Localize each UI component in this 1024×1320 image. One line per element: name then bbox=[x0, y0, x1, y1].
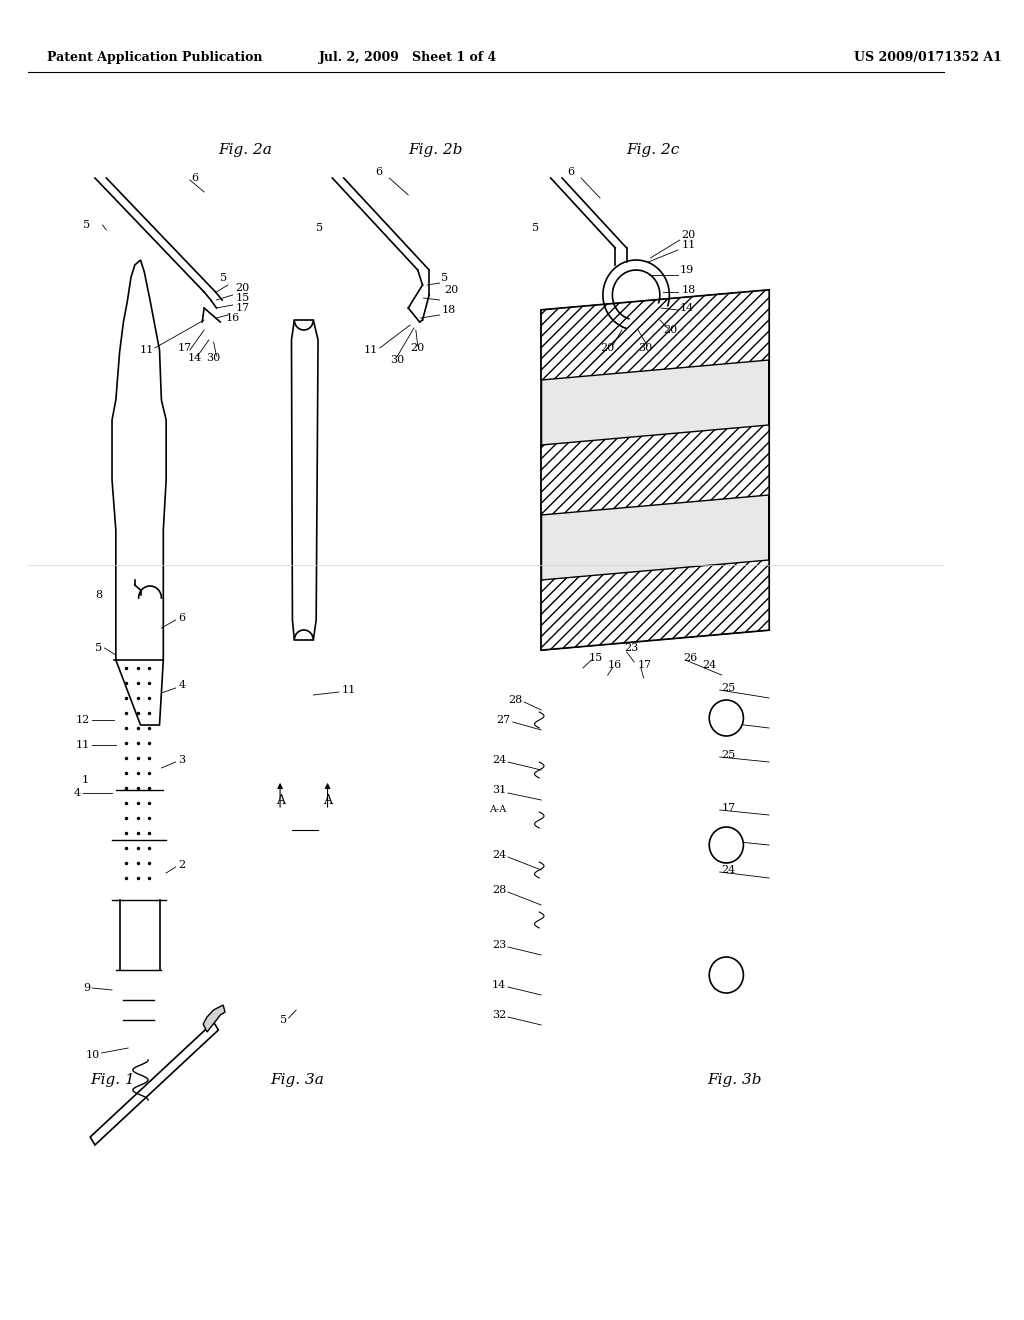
Text: 5: 5 bbox=[83, 220, 90, 230]
Text: 23: 23 bbox=[625, 643, 639, 653]
Text: Patent Application Publication: Patent Application Publication bbox=[47, 51, 263, 65]
Text: 11: 11 bbox=[682, 240, 696, 249]
Text: 32: 32 bbox=[492, 1010, 506, 1020]
Polygon shape bbox=[541, 560, 769, 649]
Circle shape bbox=[710, 700, 743, 737]
Circle shape bbox=[710, 957, 743, 993]
Text: 15: 15 bbox=[589, 653, 603, 663]
Text: A: A bbox=[323, 793, 332, 807]
Text: 24: 24 bbox=[702, 660, 717, 671]
Text: Jul. 2, 2009   Sheet 1 of 4: Jul. 2, 2009 Sheet 1 of 4 bbox=[319, 51, 498, 65]
Text: 17: 17 bbox=[638, 660, 652, 671]
Text: 14: 14 bbox=[492, 979, 506, 990]
Text: 25: 25 bbox=[722, 682, 736, 693]
Text: 16: 16 bbox=[226, 313, 241, 323]
Text: 10: 10 bbox=[85, 1049, 99, 1060]
Text: Fig. 1: Fig. 1 bbox=[90, 1073, 135, 1086]
Text: 5: 5 bbox=[95, 643, 102, 653]
Text: 5: 5 bbox=[532, 223, 540, 234]
Polygon shape bbox=[541, 290, 769, 380]
Text: 17: 17 bbox=[178, 343, 193, 352]
Text: 11: 11 bbox=[364, 345, 378, 355]
Text: Fig. 2b: Fig. 2b bbox=[409, 143, 463, 157]
Text: 20: 20 bbox=[682, 230, 696, 240]
Text: 30: 30 bbox=[639, 343, 652, 352]
Text: 22: 22 bbox=[722, 715, 736, 725]
Text: 17: 17 bbox=[722, 803, 735, 813]
Text: 23: 23 bbox=[492, 940, 506, 950]
Text: 11: 11 bbox=[342, 685, 356, 696]
Text: 12: 12 bbox=[76, 715, 90, 725]
Text: 28: 28 bbox=[492, 884, 506, 895]
Text: 14: 14 bbox=[187, 352, 202, 363]
Text: 15: 15 bbox=[236, 293, 250, 304]
Text: A: A bbox=[275, 793, 285, 807]
Text: 18: 18 bbox=[441, 305, 456, 315]
Text: 24: 24 bbox=[722, 865, 736, 875]
Circle shape bbox=[710, 828, 743, 863]
Text: 3: 3 bbox=[178, 755, 185, 766]
Polygon shape bbox=[541, 290, 769, 649]
Text: 30: 30 bbox=[207, 352, 221, 363]
Text: 20: 20 bbox=[600, 343, 614, 352]
Text: 20: 20 bbox=[444, 285, 459, 294]
Text: 18: 18 bbox=[682, 285, 696, 294]
Text: 30: 30 bbox=[390, 355, 404, 366]
Polygon shape bbox=[112, 260, 166, 725]
Polygon shape bbox=[541, 425, 769, 515]
Text: 6: 6 bbox=[191, 173, 199, 183]
Text: 11: 11 bbox=[76, 741, 90, 750]
Text: Fig. 2a: Fig. 2a bbox=[218, 143, 272, 157]
Text: 5: 5 bbox=[315, 223, 323, 234]
Text: US 2009/0171352 A1: US 2009/0171352 A1 bbox=[854, 51, 1002, 65]
Text: Fig. 3b: Fig. 3b bbox=[708, 1073, 762, 1086]
Text: 17: 17 bbox=[236, 304, 250, 313]
Text: 6: 6 bbox=[178, 612, 185, 623]
Text: 24: 24 bbox=[492, 850, 506, 861]
Text: 16: 16 bbox=[607, 660, 622, 671]
Text: 5: 5 bbox=[441, 273, 449, 282]
Polygon shape bbox=[203, 1005, 225, 1032]
Polygon shape bbox=[292, 319, 318, 640]
Text: 4: 4 bbox=[178, 680, 185, 690]
Text: 26: 26 bbox=[684, 653, 697, 663]
Text: 26: 26 bbox=[722, 833, 736, 843]
Text: 19: 19 bbox=[680, 265, 694, 275]
Text: Fig. 2c: Fig. 2c bbox=[627, 143, 680, 157]
Text: Fig. 3a: Fig. 3a bbox=[270, 1073, 325, 1086]
Text: 1: 1 bbox=[81, 775, 88, 785]
Text: 25: 25 bbox=[722, 750, 736, 760]
Text: 14: 14 bbox=[680, 304, 694, 313]
Text: 24: 24 bbox=[492, 755, 506, 766]
Text: 31: 31 bbox=[492, 785, 506, 795]
Text: 20: 20 bbox=[411, 343, 425, 352]
Text: 8: 8 bbox=[95, 590, 102, 601]
Text: 27: 27 bbox=[497, 715, 511, 725]
Text: 11: 11 bbox=[140, 345, 155, 355]
Text: 5: 5 bbox=[220, 273, 227, 282]
Text: 20: 20 bbox=[236, 282, 250, 293]
Text: 6: 6 bbox=[567, 168, 573, 177]
Text: 4: 4 bbox=[74, 788, 81, 799]
Text: 9: 9 bbox=[83, 983, 90, 993]
Polygon shape bbox=[90, 1022, 218, 1144]
Text: 5: 5 bbox=[280, 1015, 287, 1026]
Text: A-A: A-A bbox=[488, 805, 506, 814]
Text: 6: 6 bbox=[375, 168, 382, 177]
Text: 28: 28 bbox=[508, 696, 522, 705]
Text: 20: 20 bbox=[664, 325, 678, 335]
Text: 2: 2 bbox=[178, 861, 185, 870]
